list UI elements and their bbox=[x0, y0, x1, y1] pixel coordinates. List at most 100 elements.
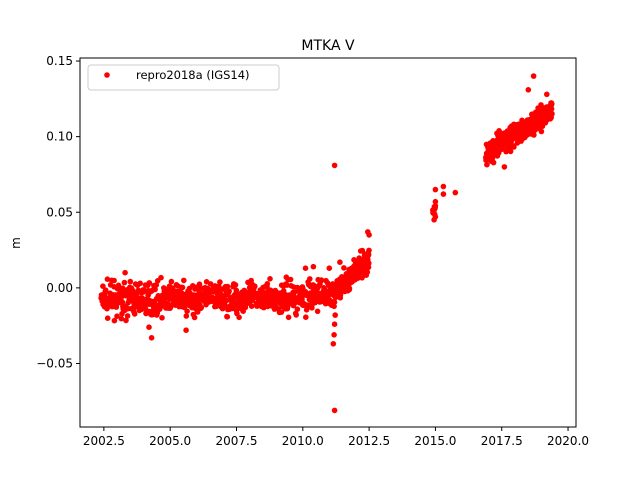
y-tick-label: 0.10 bbox=[46, 130, 73, 144]
data-point bbox=[198, 304, 205, 311]
x-tick-label: 2005.0 bbox=[149, 434, 191, 448]
data-point bbox=[168, 278, 175, 285]
data-point bbox=[548, 106, 555, 112]
data-point bbox=[183, 313, 190, 319]
data-point bbox=[232, 282, 239, 288]
data-point bbox=[137, 280, 143, 287]
data-point bbox=[264, 281, 271, 287]
y-tick-label: 0.00 bbox=[46, 281, 73, 295]
data-point bbox=[490, 159, 497, 166]
data-point bbox=[440, 183, 447, 190]
legend-box bbox=[87, 64, 280, 91]
data-point bbox=[331, 407, 338, 414]
data-point bbox=[346, 285, 353, 292]
data-point bbox=[124, 313, 131, 319]
data-point bbox=[331, 162, 338, 169]
data-point bbox=[122, 269, 128, 276]
data-point bbox=[121, 279, 128, 286]
data-point bbox=[307, 276, 313, 282]
data-point bbox=[549, 101, 555, 107]
data-point bbox=[142, 306, 149, 312]
data-point bbox=[331, 303, 337, 310]
data-point bbox=[181, 277, 187, 284]
data-point bbox=[119, 299, 126, 306]
x-tick-label: 2020.0 bbox=[547, 434, 589, 448]
data-point bbox=[314, 308, 321, 315]
data-point bbox=[184, 308, 190, 315]
x-tick-label: 2012.5 bbox=[348, 434, 390, 448]
data-point bbox=[507, 148, 514, 155]
data-point bbox=[549, 111, 555, 117]
data-point bbox=[285, 314, 292, 321]
data-point bbox=[127, 278, 134, 285]
data-point bbox=[309, 305, 315, 311]
data-point bbox=[196, 281, 203, 288]
data-point bbox=[432, 214, 439, 220]
plot-area bbox=[98, 73, 555, 414]
data-point bbox=[302, 265, 309, 272]
data-point bbox=[432, 198, 439, 205]
data-point bbox=[179, 284, 186, 291]
data-point bbox=[284, 282, 290, 288]
data-point bbox=[538, 128, 545, 135]
data-point bbox=[359, 275, 365, 281]
data-point bbox=[511, 144, 517, 150]
data-point bbox=[123, 317, 129, 324]
legend-label: repro2018a (IGS14) bbox=[136, 68, 250, 82]
data-point bbox=[341, 265, 347, 271]
data-point bbox=[100, 283, 106, 290]
y-axis: −0.05 0.00 0.05 0.10 0.15 bbox=[36, 54, 80, 370]
data-point bbox=[111, 277, 117, 284]
data-point bbox=[114, 313, 120, 320]
data-point bbox=[366, 247, 372, 254]
x-axis: 2002.5 2005.0 2007.5 2010.0 2012.5 2015.0 2017… bbox=[83, 427, 589, 448]
data-point bbox=[365, 264, 372, 271]
data-point bbox=[183, 327, 189, 334]
data-point bbox=[525, 87, 532, 93]
data-point bbox=[501, 164, 508, 170]
data-point bbox=[330, 341, 337, 347]
data-point bbox=[331, 332, 337, 338]
data-point bbox=[104, 315, 111, 322]
data-point bbox=[440, 191, 447, 197]
data-point bbox=[303, 314, 309, 321]
data-point bbox=[102, 287, 109, 294]
legend: repro2018a (IGS14) bbox=[87, 64, 280, 91]
x-tick-label: 2002.5 bbox=[83, 434, 125, 448]
data-point bbox=[146, 324, 152, 331]
data-point bbox=[452, 189, 459, 196]
data-point bbox=[226, 288, 232, 294]
data-point bbox=[293, 312, 300, 318]
data-point bbox=[236, 314, 242, 321]
data-point bbox=[331, 321, 338, 328]
data-point bbox=[530, 73, 537, 79]
data-point bbox=[331, 299, 338, 306]
data-point bbox=[318, 277, 325, 283]
x-tick-label: 2007.5 bbox=[215, 434, 257, 448]
data-point bbox=[366, 260, 372, 267]
data-point bbox=[104, 276, 111, 283]
data-point bbox=[337, 259, 343, 266]
data-point bbox=[159, 315, 165, 321]
x-tick-label: 2017.5 bbox=[481, 434, 523, 448]
x-tick-label: 2010.0 bbox=[282, 434, 324, 448]
data-point bbox=[158, 274, 164, 281]
data-point bbox=[365, 251, 372, 258]
chart-title: MTKA V bbox=[301, 38, 355, 54]
data-point bbox=[267, 276, 273, 282]
data-point bbox=[152, 286, 158, 293]
data-point bbox=[217, 279, 223, 285]
data-point bbox=[252, 283, 258, 290]
data-point bbox=[153, 282, 160, 288]
y-axis-label: m bbox=[9, 237, 23, 249]
data-point bbox=[111, 317, 118, 324]
y-tick-label: −0.05 bbox=[36, 356, 73, 370]
data-point bbox=[366, 232, 372, 238]
data-point bbox=[146, 280, 153, 286]
data-point bbox=[432, 186, 439, 193]
data-point bbox=[224, 283, 231, 290]
data-point bbox=[287, 276, 294, 283]
data-point bbox=[326, 265, 333, 272]
data-point bbox=[332, 312, 339, 318]
